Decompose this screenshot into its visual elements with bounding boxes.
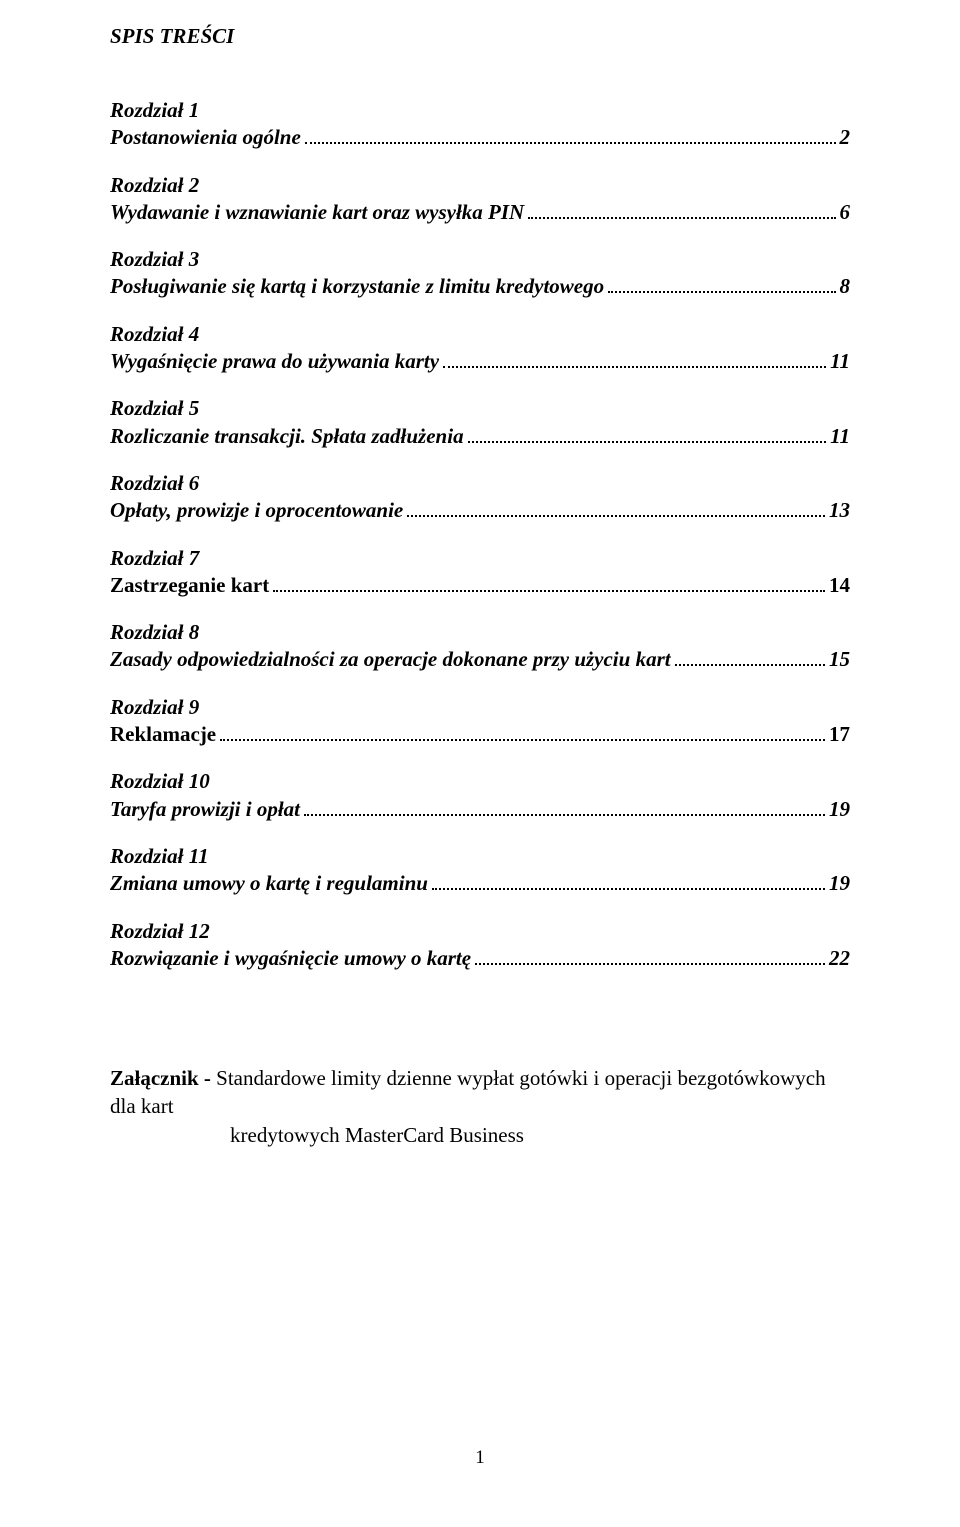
chapter-title: Wydawanie i wznawianie kart oraz wysyłka…: [110, 199, 524, 226]
leader-dots: [273, 573, 825, 592]
title-line: Zmiana umowy o kartę i regulaminu 19: [110, 870, 850, 897]
toc-entry: Rozdział 5 Rozliczanie transakcji. Spłat…: [110, 395, 850, 450]
chapter-label: Rozdział 3: [110, 246, 850, 273]
title-line: Postanowienia ogólne 2: [110, 124, 850, 151]
chapter-label: Rozdział 8: [110, 619, 850, 646]
chapter-label: Rozdział 4: [110, 321, 850, 348]
toc-entry: Rozdział 3 Posługiwanie się kartą i korz…: [110, 246, 850, 301]
title-line: Rozwiązanie i wygaśnięcie umowy o kartę …: [110, 945, 850, 972]
chapter-label: Rozdział 5: [110, 395, 850, 422]
toc-entry: Rozdział 8 Zasady odpowiedzialności za o…: [110, 619, 850, 674]
chapter-title: Zastrzeganie kart: [110, 572, 269, 599]
leader-dots: [407, 498, 825, 517]
chapter-title: Rozliczanie transakcji. Spłata zadłużeni…: [110, 423, 464, 450]
page-number: 2: [840, 124, 851, 151]
chapter-title: Zmiana umowy o kartę i regulaminu: [110, 870, 428, 897]
toc-entry: Rozdział 6 Opłaty, prowizje i oprocentow…: [110, 470, 850, 525]
page-number: 13: [829, 497, 850, 524]
chapter-label: Rozdział 12: [110, 918, 850, 945]
page-number: 11: [830, 348, 850, 375]
leader-dots: [528, 200, 835, 219]
title-line: Rozliczanie transakcji. Spłata zadłużeni…: [110, 423, 850, 450]
title-line: Posługiwanie się kartą i korzystanie z l…: [110, 273, 850, 300]
chapter-label: Rozdział 2: [110, 172, 850, 199]
toc-entry: Rozdział 10 Taryfa prowizji i opłat 19: [110, 768, 850, 823]
leader-dots: [675, 648, 825, 667]
chapter-title: Rozwiązanie i wygaśnięcie umowy o kartę: [110, 945, 471, 972]
toc-entry: Rozdział 2 Wydawanie i wznawianie kart o…: [110, 172, 850, 227]
leader-dots: [608, 275, 835, 294]
chapter-title: Postanowienia ogólne: [110, 124, 301, 151]
leader-dots: [468, 424, 827, 443]
title-line: Zasady odpowiedzialności za operacje dok…: [110, 646, 850, 673]
chapter-label: Rozdział 10: [110, 768, 850, 795]
chapter-title: Wygaśnięcie prawa do używania karty: [110, 348, 439, 375]
chapter-label: Rozdział 9: [110, 694, 850, 721]
title-line: Taryfa prowizji i opłat 19: [110, 796, 850, 823]
page: SPIS TREŚCI Rozdział 1 Postanowienia ogó…: [0, 0, 960, 1527]
toc-entry: Rozdział 11 Zmiana umowy o kartę i regul…: [110, 843, 850, 898]
leader-dots: [475, 946, 825, 965]
leader-dots: [220, 722, 825, 741]
title-line: Wygaśnięcie prawa do używania karty 11: [110, 348, 850, 375]
footer-page-number: 1: [0, 1447, 960, 1469]
page-number: 19: [829, 796, 850, 823]
toc-entry: Rozdział 7 Zastrzeganie kart 14: [110, 545, 850, 600]
title-line: Wydawanie i wznawianie kart oraz wysyłka…: [110, 199, 850, 226]
toc-entry: Rozdział 1 Postanowienia ogólne 2: [110, 97, 850, 152]
title-line: Opłaty, prowizje i oprocentowanie 13: [110, 497, 850, 524]
title-line: Zastrzeganie kart 14: [110, 572, 850, 599]
page-number: 15: [829, 646, 850, 673]
page-number: 17: [829, 721, 850, 748]
page-number: 22: [829, 945, 850, 972]
appendix-text1: Standardowe limity dzienne wypłat gotówk…: [110, 1066, 826, 1118]
chapter-title: Taryfa prowizji i opłat: [110, 796, 300, 823]
page-number: 11: [830, 423, 850, 450]
toc-entry: Rozdział 12 Rozwiązanie i wygaśnięcie um…: [110, 918, 850, 973]
toc-heading: SPIS TREŚCI: [110, 24, 850, 49]
page-number: 6: [840, 199, 851, 226]
leader-dots: [432, 871, 825, 890]
page-number: 8: [840, 273, 851, 300]
appendix-line1: Załącznik - Standardowe limity dzienne w…: [110, 1064, 850, 1121]
chapter-label: Rozdział 11: [110, 843, 850, 870]
leader-dots: [305, 126, 836, 145]
chapter-title: Opłaty, prowizje i oprocentowanie: [110, 497, 403, 524]
appendix-line2: kredytowych MasterCard Business: [110, 1121, 850, 1149]
page-number: 19: [829, 870, 850, 897]
appendix: Załącznik - Standardowe limity dzienne w…: [110, 1064, 850, 1149]
chapter-title: Zasady odpowiedzialności za operacje dok…: [110, 646, 671, 673]
title-line: Reklamacje 17: [110, 721, 850, 748]
leader-dots: [304, 797, 825, 816]
page-number: 14: [829, 572, 850, 599]
toc-entry: Rozdział 4 Wygaśnięcie prawa do używania…: [110, 321, 850, 376]
chapter-label: Rozdział 7: [110, 545, 850, 572]
chapter-label: Rozdział 6: [110, 470, 850, 497]
chapter-title: Posługiwanie się kartą i korzystanie z l…: [110, 273, 604, 300]
chapter-label: Rozdział 1: [110, 97, 850, 124]
appendix-label: Załącznik -: [110, 1066, 216, 1090]
chapter-title: Reklamacje: [110, 721, 216, 748]
leader-dots: [443, 349, 826, 368]
toc-entry: Rozdział 9 Reklamacje 17: [110, 694, 850, 749]
